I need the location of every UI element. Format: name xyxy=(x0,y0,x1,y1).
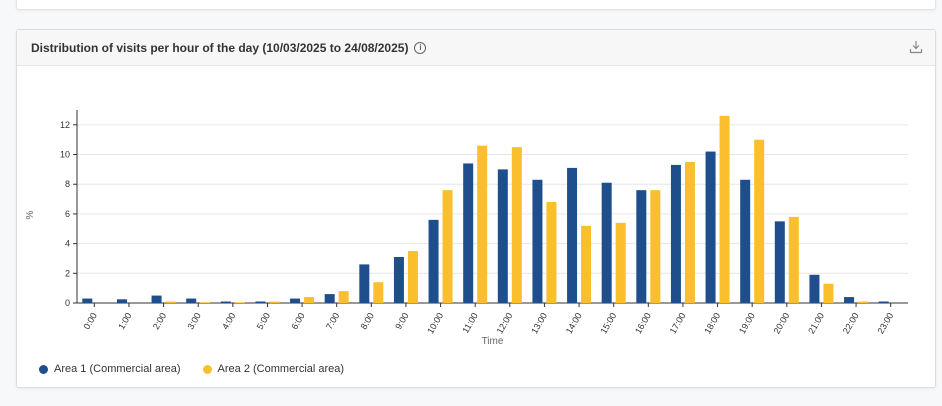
bar-area2[interactable] xyxy=(165,301,176,303)
bar-area1[interactable] xyxy=(359,264,370,303)
visits-per-hour-card: Distribution of visits per hour of the d… xyxy=(16,29,936,388)
bar-area2[interactable] xyxy=(338,291,349,303)
card-title: Distribution of visits per hour of the d… xyxy=(31,40,409,55)
x-tick-label: 17:00 xyxy=(668,311,688,336)
bar-area2[interactable] xyxy=(200,302,211,303)
legend-dot-icon xyxy=(202,364,212,374)
x-tick-label: 4:00 xyxy=(220,311,237,331)
bar-area2[interactable] xyxy=(823,283,834,303)
x-tick-label: 18:00 xyxy=(702,311,722,336)
bar-area2[interactable] xyxy=(754,139,765,303)
y-tick-label: 12 xyxy=(60,120,70,130)
x-tick-label: 9:00 xyxy=(393,311,410,331)
y-tick-label: 6 xyxy=(65,209,70,219)
bar-area1[interactable] xyxy=(220,301,231,303)
chart-legend: Area 1 (Commercial area) Area 2 (Commerc… xyxy=(39,363,344,375)
y-tick-label: 0 xyxy=(65,298,70,308)
x-tick-label: 16:00 xyxy=(633,311,653,336)
legend-dot-icon xyxy=(39,364,48,374)
bar-area2[interactable] xyxy=(788,216,799,303)
legend-label-area1: Area 1 (Commercial area) xyxy=(54,363,181,375)
bar-area2[interactable] xyxy=(858,301,869,303)
x-tick-label: 13:00 xyxy=(529,311,549,336)
bar-area1[interactable] xyxy=(82,298,93,303)
bar-area2[interactable] xyxy=(719,115,730,303)
x-tick-label: 22:00 xyxy=(841,311,861,336)
bar-area2[interactable] xyxy=(581,225,592,303)
bar-area1[interactable] xyxy=(740,179,751,303)
bar-area2[interactable] xyxy=(407,251,418,303)
x-tick-label: 21:00 xyxy=(806,311,826,336)
bar-area2[interactable] xyxy=(304,297,315,303)
bar-area1[interactable] xyxy=(290,298,301,303)
x-tick-label: 12:00 xyxy=(495,311,515,336)
bar-area1[interactable] xyxy=(151,295,162,303)
legend-label-area2: Area 2 (Commercial area) xyxy=(217,363,345,375)
y-axis-label: % xyxy=(25,210,36,219)
previous-card xyxy=(16,0,936,10)
bar-area1[interactable] xyxy=(463,163,474,303)
x-tick-label: 3:00 xyxy=(185,311,202,331)
bar-area2[interactable] xyxy=(442,190,453,303)
bar-area1[interactable] xyxy=(636,190,647,303)
bar-area2[interactable] xyxy=(684,161,695,303)
bar-area2[interactable] xyxy=(615,222,626,303)
bar-area2[interactable] xyxy=(373,282,384,303)
x-tick-label: 5:00 xyxy=(255,311,272,331)
info-icon[interactable]: i xyxy=(414,41,427,54)
x-tick-label: 10:00 xyxy=(425,311,445,336)
legend-item-area2[interactable]: Area 2 (Commercial area) xyxy=(202,363,345,375)
bar-area1[interactable] xyxy=(878,301,889,303)
x-tick-label: 7:00 xyxy=(324,311,341,331)
bar-area1[interactable] xyxy=(186,298,197,303)
download-icon[interactable] xyxy=(909,40,923,54)
x-tick-label: 0:00 xyxy=(82,311,99,331)
x-axis-label: Time xyxy=(482,336,504,347)
y-tick-label: 8 xyxy=(65,179,70,189)
y-tick-label: 4 xyxy=(65,239,70,249)
x-tick-label: 11:00 xyxy=(460,311,480,335)
bar-area1[interactable] xyxy=(532,179,543,303)
bar-area1[interactable] xyxy=(393,256,404,303)
bar-area1[interactable] xyxy=(567,167,578,303)
bar-area2[interactable] xyxy=(650,190,661,303)
card-header: Distribution of visits per hour of the d… xyxy=(17,30,935,66)
bar-area1[interactable] xyxy=(497,169,508,303)
bar-area1[interactable] xyxy=(255,301,266,303)
bar-area2[interactable] xyxy=(511,147,522,303)
y-tick-label: 10 xyxy=(60,150,70,160)
bar-area1[interactable] xyxy=(116,299,127,303)
x-tick-label: 15:00 xyxy=(598,311,618,336)
bar-area1[interactable] xyxy=(705,151,716,303)
bar-area2[interactable] xyxy=(234,302,245,303)
x-tick-label: 23:00 xyxy=(875,311,895,336)
x-tick-label: 8:00 xyxy=(359,311,376,331)
legend-item-area1[interactable]: Area 1 (Commercial area) xyxy=(39,363,181,375)
x-tick-label: 1:00 xyxy=(116,311,133,331)
x-tick-label: 19:00 xyxy=(737,311,757,336)
bar-area1[interactable] xyxy=(670,164,681,303)
y-tick-label: 2 xyxy=(65,268,70,278)
bar-area1[interactable] xyxy=(428,219,439,303)
x-tick-label: 6:00 xyxy=(289,311,306,331)
bar-area2[interactable] xyxy=(477,145,488,303)
bar-area1[interactable] xyxy=(809,274,820,303)
x-tick-label: 20:00 xyxy=(772,311,792,336)
bar-area2[interactable] xyxy=(269,301,280,303)
bar-area1[interactable] xyxy=(774,221,785,303)
bar-area1[interactable] xyxy=(601,182,612,303)
bar-area1[interactable] xyxy=(844,297,855,303)
bar-area2[interactable] xyxy=(546,202,557,303)
bar-area1[interactable] xyxy=(324,294,335,303)
x-tick-label: 14:00 xyxy=(564,311,584,336)
x-tick-label: 2:00 xyxy=(151,311,168,331)
